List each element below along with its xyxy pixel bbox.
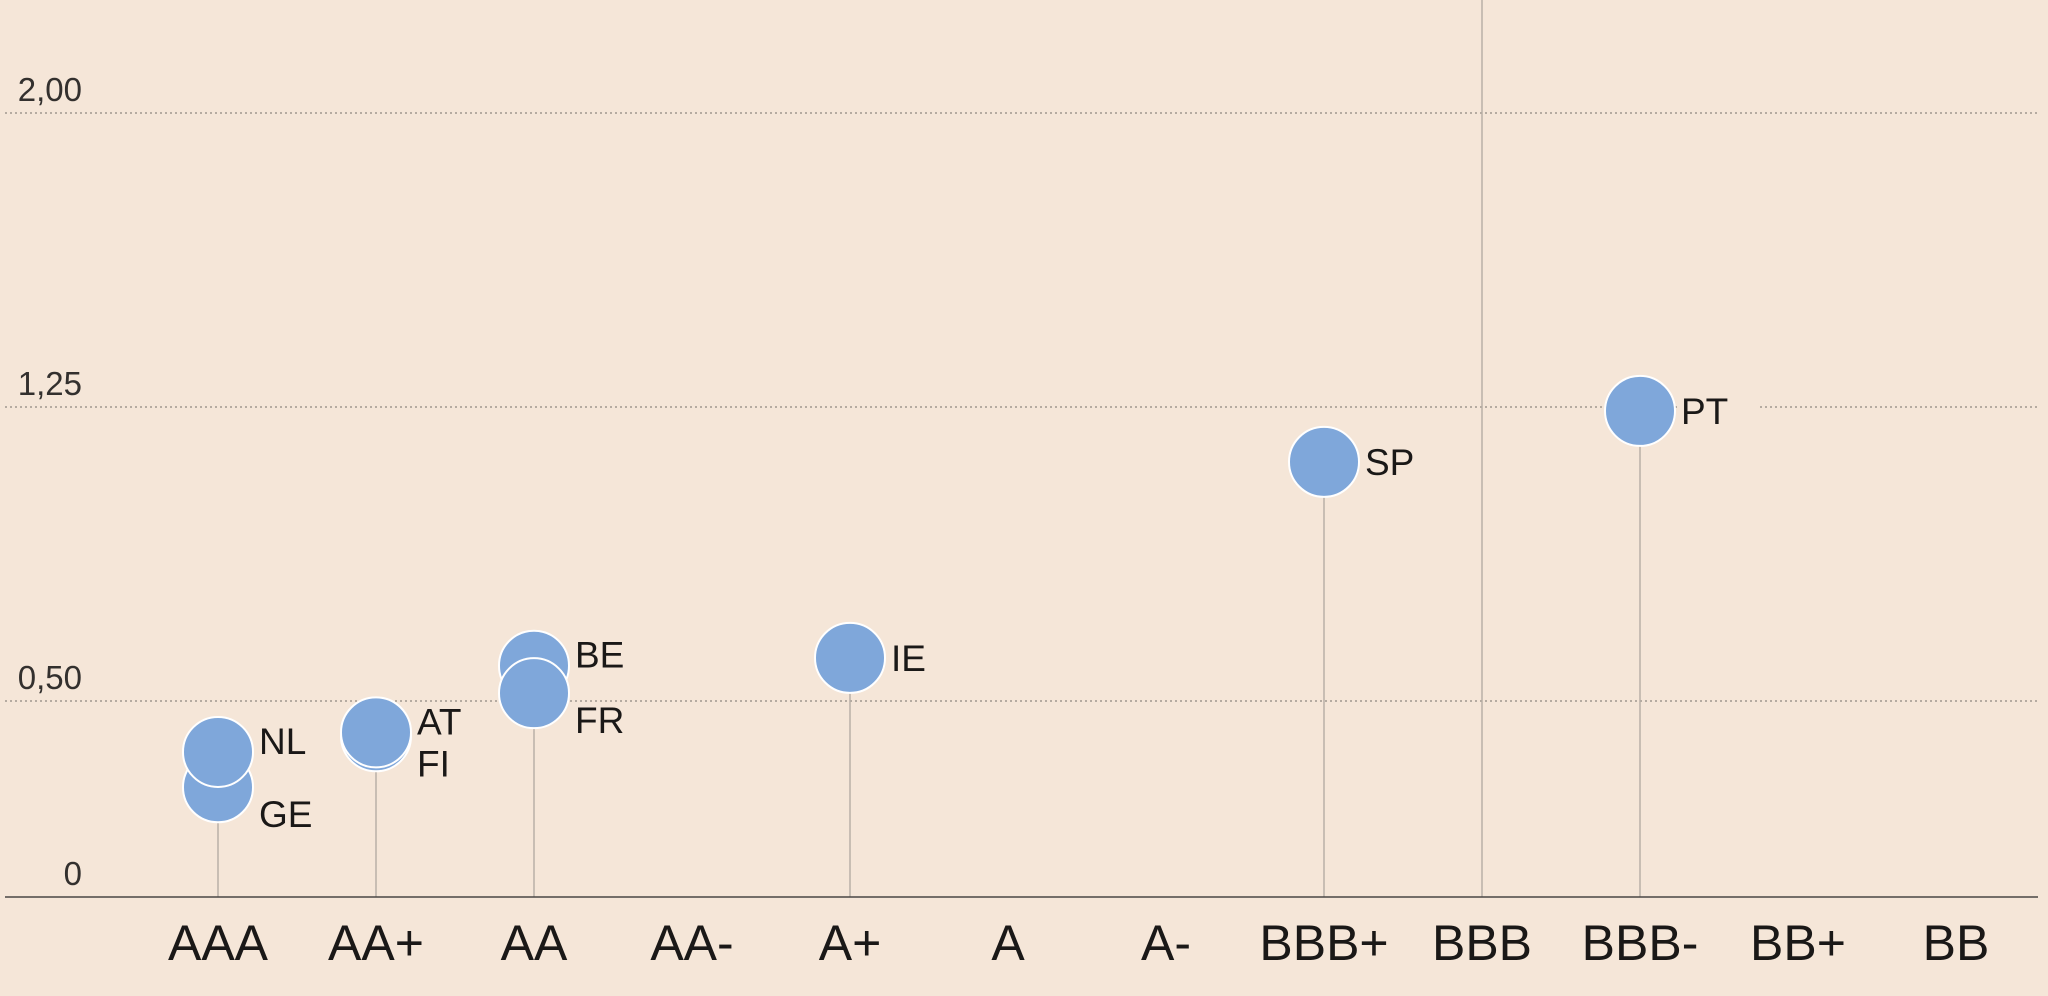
point-label: FR [575,700,624,741]
data-point [814,621,886,694]
x-tick-label: AA+ [328,915,424,971]
x-tick-label: A [991,915,1025,971]
x-tick-label: BBB [1432,915,1532,971]
y-tick-label: 2,00 [18,71,82,108]
x-tick-label: BBB+ [1259,915,1388,971]
x-axis-ticks: AAA AA+ AA AA- A+ A A- BBB+ BBB BBB- BB+ BB [168,915,1989,971]
x-tick-label: BBB- [1582,915,1699,971]
label-gap [1363,443,1441,484]
point-label: AT [417,701,462,742]
x-tick-label: AAA [168,915,269,971]
data-point [1288,425,1360,498]
data-points [182,374,1676,824]
label-gap [1679,392,1757,433]
point-label: BE [575,635,624,676]
x-tick-label: BB+ [1750,915,1846,971]
label-gap [889,639,967,680]
point-label: NL [259,721,306,762]
point-label: IE [891,638,926,679]
data-point [498,657,570,730]
y-tick-label: 0 [64,855,82,892]
point-label: FI [417,743,450,784]
point-label: SP [1365,442,1414,483]
x-tick-label: AA- [650,915,733,971]
point-label: PT [1681,391,1728,432]
x-tick-label: A- [1141,915,1191,971]
y-axis-ticks: 00,501,252,002,50 [18,71,82,892]
y-tick-label: 1,25 [18,365,82,402]
data-point [182,715,254,788]
data-point [1604,374,1676,447]
gridlines [5,112,2038,702]
x-tick-label: A+ [819,915,882,971]
x-tick-label: BB [1923,915,1990,971]
point-label: GE [259,794,312,835]
point-labels: GENLFIATBEFRIESPITPT [259,391,1728,835]
x-tick-label: AA [501,915,568,971]
data-point [340,696,412,769]
y-tick-label: 0,50 [18,659,82,696]
